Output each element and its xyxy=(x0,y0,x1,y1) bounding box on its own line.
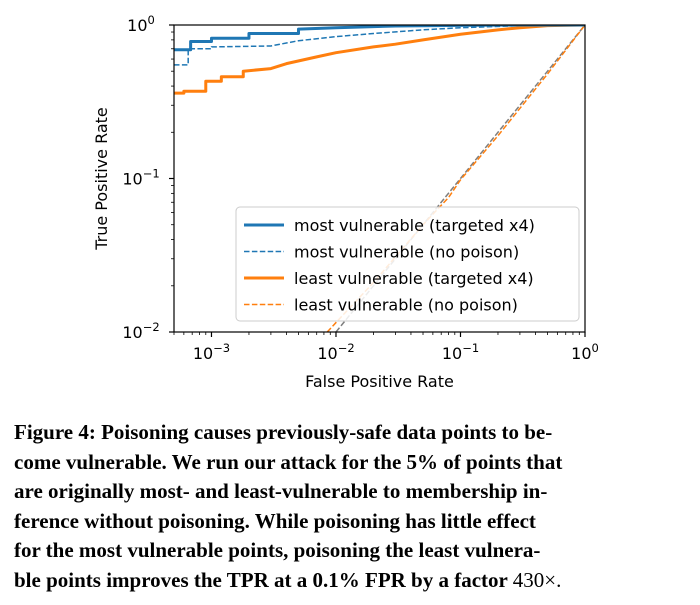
x-tick-label: 10−2 xyxy=(317,341,354,363)
roc-chart: 10−3 10−2 10−1 100 10−2 10−1 100 False Positive… xyxy=(92,13,599,391)
caption-line: ble points improves the TPR at a 0.1% FP… xyxy=(14,566,690,596)
figure-caption: Figure 4: Poisoning causes previously-sa… xyxy=(14,418,690,595)
y-axis-label: True Positive Rate xyxy=(92,107,111,251)
legend: most vulnerable (targeted x4) most vulner… xyxy=(235,206,580,322)
caption-factor: 430×. xyxy=(512,567,562,592)
y-tick-label: 100 xyxy=(127,13,155,35)
axes: 10−3 10−2 10−1 100 10−2 10−1 100 False Positive… xyxy=(92,13,599,391)
caption-line: for the most vulnerable points, poisonin… xyxy=(14,538,541,562)
legend-label: most vulnerable (targeted x4) xyxy=(294,216,535,235)
y-tick-label: 10−1 xyxy=(122,167,159,189)
legend-label: most vulnerable (no poison) xyxy=(294,243,519,262)
x-tick-label: 100 xyxy=(571,341,599,363)
caption-line: ference without poisoning. While poisoni… xyxy=(14,508,536,533)
caption-text: ble points improves the TPR at a 0.1% FP… xyxy=(14,567,508,592)
caption-line: come vulnerable. We run our attack for t… xyxy=(14,449,563,474)
caption-line: are originally most- and least-vulnerabl… xyxy=(14,479,548,503)
x-tick-label: 10−1 xyxy=(442,341,479,363)
x-axis-label: False Positive Rate xyxy=(305,372,454,391)
series-line-least-vulnerable-targeted-x4 xyxy=(174,25,585,95)
y-tick-label: 10−2 xyxy=(122,320,159,342)
x-tick-label: 10−3 xyxy=(193,341,230,363)
legend-label: least vulnerable (no poison) xyxy=(294,296,518,315)
legend-label: least vulnerable (targeted x4) xyxy=(294,269,534,288)
series-line-most-vulnerable-no-poison xyxy=(174,25,585,66)
caption-line: Figure 4: Poisoning causes previously-sa… xyxy=(14,420,553,444)
legend-box xyxy=(235,206,580,322)
